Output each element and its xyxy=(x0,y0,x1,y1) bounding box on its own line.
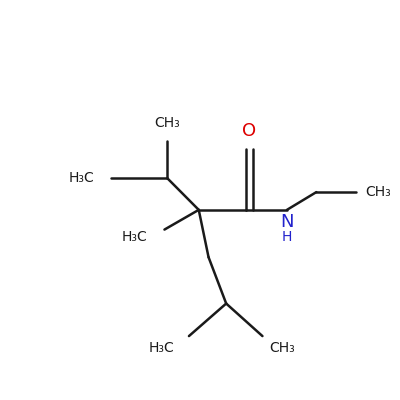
Text: CH₃: CH₃ xyxy=(269,341,295,355)
Text: CH₃: CH₃ xyxy=(154,116,180,130)
Text: H: H xyxy=(282,230,292,244)
Text: H₃C: H₃C xyxy=(68,171,94,185)
Text: H₃C: H₃C xyxy=(122,230,148,244)
Text: O: O xyxy=(242,122,256,140)
Text: N: N xyxy=(280,213,294,231)
Text: CH₃: CH₃ xyxy=(365,185,391,199)
Text: H₃C: H₃C xyxy=(148,341,174,355)
